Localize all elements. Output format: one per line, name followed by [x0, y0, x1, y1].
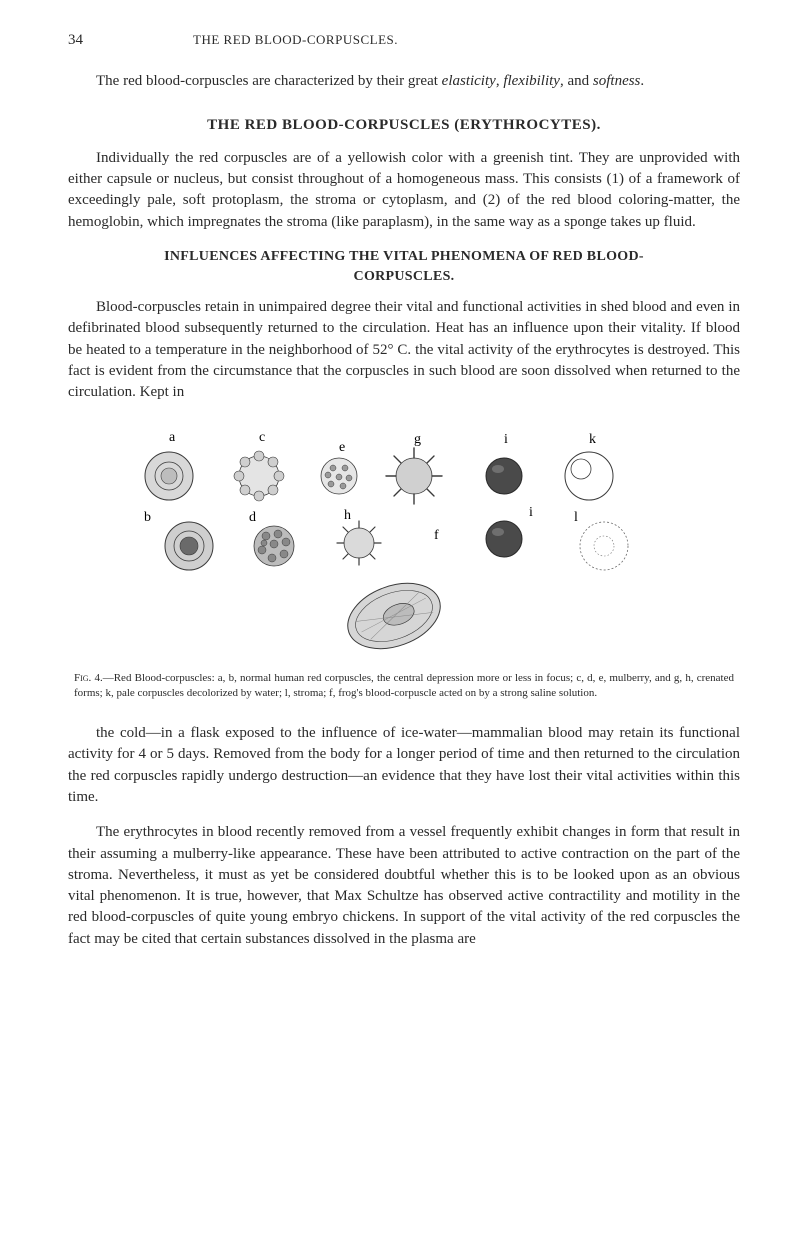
page-header: 34 THE RED BLOOD-CORPUSCLES. — [68, 32, 740, 49]
page-number: 34 — [68, 32, 83, 49]
paragraph-1: Individually the red corpuscles are of a… — [68, 148, 740, 233]
label-e: e — [339, 440, 345, 455]
label-c: c — [259, 430, 265, 445]
label-i: i — [504, 432, 508, 447]
label-a: a — [169, 430, 176, 445]
intro-paragraph: The red blood-corpuscles are characteriz… — [68, 71, 740, 93]
label-d: d — [249, 510, 256, 525]
sub-heading-line1: INFLUENCES AFFECTING THE VITAL PHENOMENA… — [68, 249, 740, 265]
label-f: f — [434, 528, 439, 543]
section-heading: THE RED BLOOD-CORPUSCLES (ERYTHROCYTES). — [68, 117, 740, 134]
paragraph-4: The erythrocytes in blood recently remov… — [68, 822, 740, 950]
label-b: b — [144, 510, 151, 525]
figure-4: a c e g i k — [114, 421, 694, 661]
running-head: THE RED BLOOD-CORPUSCLES. — [193, 32, 398, 48]
paragraph-2: Blood-corpuscles retain in unimpaired de… — [68, 297, 740, 403]
label-g: g — [414, 432, 421, 447]
label-k: k — [589, 432, 596, 447]
svg-text:i: i — [529, 505, 533, 520]
sub-heading-line2: CORPUSCLES. — [68, 269, 740, 285]
figure-caption: Fig. 4.—Red Blood-corpuscles: a, b, norm… — [68, 671, 740, 701]
label-l: l — [574, 510, 578, 525]
paragraph-3: the cold—in a flask exposed to the influ… — [68, 723, 740, 808]
label-h: h — [344, 508, 351, 523]
blood-corpuscles-illustration: a c e g i k — [114, 421, 694, 661]
